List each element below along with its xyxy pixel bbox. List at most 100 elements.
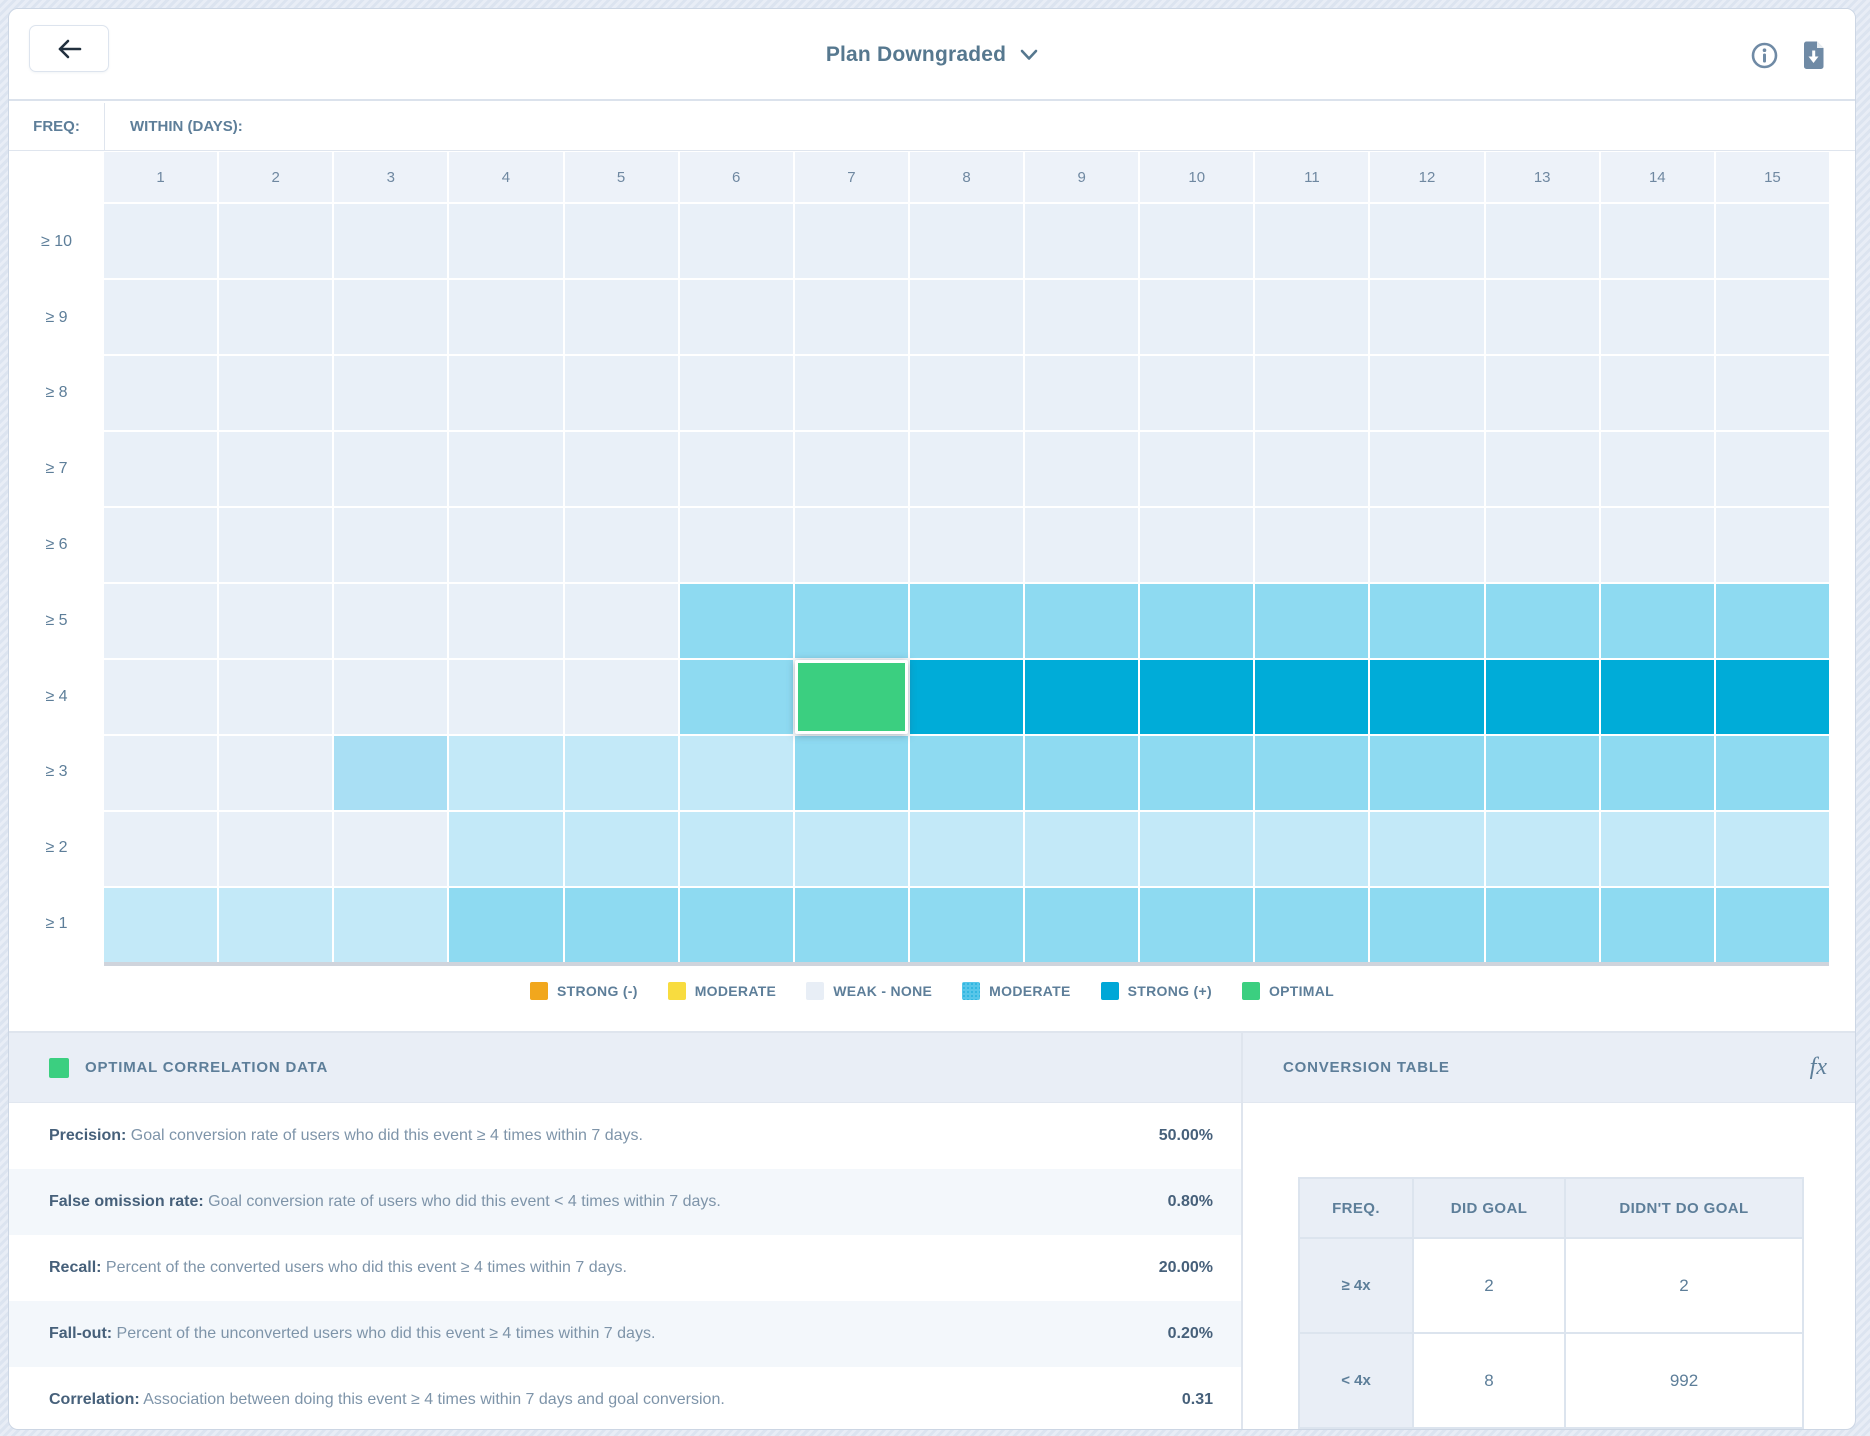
heatmap-cell[interactable] bbox=[1255, 204, 1369, 278]
heatmap-cell[interactable] bbox=[449, 280, 563, 354]
heatmap-cell[interactable] bbox=[219, 204, 333, 278]
heatmap-cell[interactable] bbox=[1255, 508, 1369, 582]
heatmap-cell[interactable] bbox=[1715, 812, 1829, 886]
heatmap-cell[interactable] bbox=[564, 356, 678, 430]
heatmap-cell[interactable] bbox=[679, 584, 793, 658]
heatmap-cell[interactable] bbox=[1600, 812, 1714, 886]
heatmap-cell[interactable] bbox=[449, 432, 563, 506]
heatmap-cell[interactable] bbox=[1025, 812, 1139, 886]
heatmap-cell[interactable] bbox=[449, 584, 563, 658]
heatmap-cell[interactable] bbox=[679, 736, 793, 810]
heatmap-cell[interactable] bbox=[219, 508, 333, 582]
heatmap-cell[interactable] bbox=[1485, 660, 1599, 734]
heatmap-cell[interactable] bbox=[1140, 508, 1254, 582]
heatmap-cell[interactable] bbox=[104, 584, 218, 658]
heatmap-cell[interactable] bbox=[564, 508, 678, 582]
heatmap-cell[interactable] bbox=[1600, 356, 1714, 430]
heatmap-cell[interactable] bbox=[1255, 280, 1369, 354]
heatmap-cell[interactable] bbox=[334, 584, 448, 658]
heatmap-cell[interactable] bbox=[1255, 660, 1369, 734]
export-download-icon[interactable] bbox=[1800, 41, 1827, 70]
heatmap-cell[interactable] bbox=[1715, 204, 1829, 278]
heatmap-cell-optimal[interactable] bbox=[794, 660, 908, 734]
event-selector-dropdown[interactable]: Plan Downgraded bbox=[9, 9, 1855, 101]
heatmap-cell[interactable] bbox=[909, 660, 1024, 734]
heatmap-cell[interactable] bbox=[1370, 280, 1484, 354]
heatmap-cell[interactable] bbox=[104, 432, 218, 506]
heatmap-cell[interactable] bbox=[1485, 888, 1599, 962]
heatmap-cell[interactable] bbox=[1140, 812, 1254, 886]
heatmap-cell[interactable] bbox=[564, 584, 678, 658]
heatmap-cell[interactable] bbox=[334, 432, 448, 506]
heatmap-cell[interactable] bbox=[1140, 280, 1254, 354]
heatmap-cell[interactable] bbox=[794, 508, 908, 582]
heatmap-cell[interactable] bbox=[104, 356, 218, 430]
heatmap-cell[interactable] bbox=[1370, 660, 1484, 734]
heatmap-cell[interactable] bbox=[564, 888, 678, 962]
heatmap-cell[interactable] bbox=[1485, 812, 1599, 886]
heatmap-cell[interactable] bbox=[1715, 660, 1829, 734]
heatmap-cell[interactable] bbox=[334, 660, 448, 734]
heatmap-cell[interactable] bbox=[1485, 736, 1599, 810]
heatmap-cell[interactable] bbox=[909, 204, 1024, 278]
heatmap-cell[interactable] bbox=[1255, 584, 1369, 658]
heatmap-cell[interactable] bbox=[1715, 432, 1829, 506]
heatmap-cell[interactable] bbox=[909, 888, 1024, 962]
heatmap-cell[interactable] bbox=[1025, 508, 1139, 582]
heatmap-cell[interactable] bbox=[334, 356, 448, 430]
heatmap-cell[interactable] bbox=[1485, 356, 1599, 430]
heatmap-cell[interactable] bbox=[1370, 204, 1484, 278]
heatmap-cell[interactable] bbox=[219, 660, 333, 734]
heatmap-cell[interactable] bbox=[334, 812, 448, 886]
heatmap-cell[interactable] bbox=[104, 888, 218, 962]
heatmap-cell[interactable] bbox=[1370, 736, 1484, 810]
heatmap-cell[interactable] bbox=[1370, 888, 1484, 962]
heatmap-cell[interactable] bbox=[1715, 888, 1829, 962]
formula-fx-icon[interactable]: fx bbox=[1809, 1054, 1827, 1080]
heatmap-cell[interactable] bbox=[909, 508, 1024, 582]
heatmap-cell[interactable] bbox=[1255, 888, 1369, 962]
heatmap-cell[interactable] bbox=[909, 356, 1024, 430]
heatmap-cell[interactable] bbox=[679, 508, 793, 582]
heatmap-cell[interactable] bbox=[1025, 204, 1139, 278]
heatmap-cell[interactable] bbox=[1140, 736, 1254, 810]
heatmap-cell[interactable] bbox=[564, 736, 678, 810]
heatmap-cell[interactable] bbox=[219, 356, 333, 430]
heatmap-cell[interactable] bbox=[1715, 508, 1829, 582]
back-button[interactable] bbox=[29, 25, 109, 72]
heatmap-cell[interactable] bbox=[679, 888, 793, 962]
heatmap-cell[interactable] bbox=[1600, 432, 1714, 506]
heatmap-cell[interactable] bbox=[1140, 432, 1254, 506]
heatmap-cell[interactable] bbox=[449, 204, 563, 278]
heatmap-cell[interactable] bbox=[679, 812, 793, 886]
heatmap-cell[interactable] bbox=[449, 356, 563, 430]
heatmap-cell[interactable] bbox=[564, 660, 678, 734]
heatmap-cell[interactable] bbox=[1025, 432, 1139, 506]
heatmap-cell[interactable] bbox=[104, 204, 218, 278]
heatmap-cell[interactable] bbox=[1370, 356, 1484, 430]
heatmap-cell[interactable] bbox=[219, 736, 333, 810]
heatmap-cell[interactable] bbox=[1600, 204, 1714, 278]
heatmap-cell[interactable] bbox=[1485, 508, 1599, 582]
heatmap-cell[interactable] bbox=[449, 736, 563, 810]
heatmap-cell[interactable] bbox=[794, 432, 908, 506]
heatmap-cell[interactable] bbox=[909, 280, 1024, 354]
heatmap-cell[interactable] bbox=[104, 736, 218, 810]
heatmap-cell[interactable] bbox=[794, 356, 908, 430]
heatmap-cell[interactable] bbox=[909, 432, 1024, 506]
heatmap-cell[interactable] bbox=[334, 280, 448, 354]
heatmap-cell[interactable] bbox=[104, 660, 218, 734]
heatmap-cell[interactable] bbox=[104, 508, 218, 582]
heatmap-cell[interactable] bbox=[449, 508, 563, 582]
heatmap-cell[interactable] bbox=[1485, 204, 1599, 278]
heatmap-cell[interactable] bbox=[219, 888, 333, 962]
heatmap-cell[interactable] bbox=[1600, 660, 1714, 734]
heatmap-cell[interactable] bbox=[1255, 812, 1369, 886]
heatmap-cell[interactable] bbox=[1600, 888, 1714, 962]
heatmap-cell[interactable] bbox=[909, 584, 1024, 658]
heatmap-cell[interactable] bbox=[679, 356, 793, 430]
heatmap-cell[interactable] bbox=[1025, 736, 1139, 810]
heatmap-cell[interactable] bbox=[104, 280, 218, 354]
heatmap-cell[interactable] bbox=[1715, 584, 1829, 658]
heatmap-cell[interactable] bbox=[1140, 660, 1254, 734]
